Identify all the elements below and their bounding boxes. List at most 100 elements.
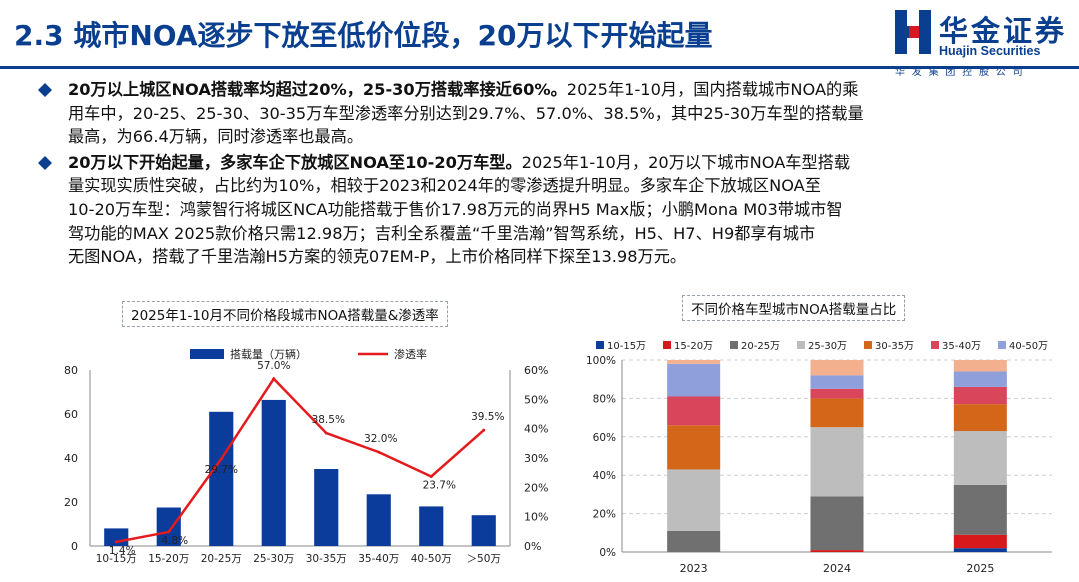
legend-swatch [864,341,872,349]
legend-swatch [931,341,939,349]
stacked-bar-segment [810,375,864,389]
legend-label: 35-40万 [942,341,981,352]
y-tick-label: 100% [586,355,616,367]
stacked-bar-segment [810,398,864,428]
page-title: 2.3 城市NOA逐步下放至低价位段，20万以下开始起量 [14,19,713,52]
legend-label: 15-20万 [674,341,713,352]
data-label: 4.8% [161,535,188,547]
x-tick-label: 20-25万 [201,553,242,565]
stacked-bar-segment [953,484,1007,535]
legend-label: 搭载量（万辆） [230,347,307,361]
line-point [114,540,118,544]
legend-swatch [998,341,1006,349]
diamond-bullet-icon [38,155,52,170]
line-point [429,474,433,478]
stacked-bar-segment [667,363,721,397]
series-line [116,376,485,544]
legend-swatch [663,341,671,349]
combo-chart: 搭载量（万辆） 渗透率 0 20 40 60 80 0% 10% 20% 30% 40% 50% 60% 1… [64,347,548,565]
x-tick-label: 2023 [680,562,708,575]
stacked-bar-chart: 10-15万 15-20万 20-25万 25-30万 30-35万 35-40万 40-5… [586,341,1052,575]
bullet-bold-lead: 20万以下开始起量，多家车企下放城区NOA至10-20万车型。 [68,152,522,172]
x-tick-label: 35-40万 [358,553,399,565]
bullet-line: 最高，为66.4万辆，同时渗透率也最高。 [68,127,364,147]
y-tick-label-right: 20% [524,481,548,494]
line-point [482,428,486,432]
bullet-text: 2025年1-10月，国内搭载城市NOA的乘 [566,80,859,99]
y-tick-label-left: 40 [64,452,78,465]
legend-label: 30-35万 [875,341,914,352]
data-label: 23.7% [423,479,456,491]
stacked-bar-segment [953,371,1007,387]
stacked-bar-segment [953,431,1007,485]
legend-swatch [596,341,604,349]
data-label: 38.5% [312,414,345,426]
line-point [167,530,171,534]
legend-label: 10-15万 [607,341,646,352]
y-tick-label-right: 60% [524,364,548,377]
stacked-bar-segment [810,550,864,552]
x-tick-label: 40-50万 [411,553,452,565]
bullet-text: 2025年1-10月，20万以下城市NOA车型搭载 [521,152,851,172]
x-tick-label: 2024 [823,562,851,575]
y-tick-label-left: 0 [71,540,78,553]
stacked-bar-segment [667,425,721,470]
y-tick-label: 80% [593,393,616,405]
x-tick-label: ＞50万 [467,553,501,565]
bar [419,506,444,546]
bullet-line: 20万以下开始起量，多家车企下放城区NOA至10-20万车型。2025年1-10… [68,151,1038,175]
bullet-line: 量实现实质性突破，占比约为10%，相较于2023和2024年的零渗透提升明显。多… [68,176,821,196]
stacked-bar-segment [953,548,1007,552]
logo-mark-icon [895,10,931,54]
bullet-line: 用车中，20-25、25-30、30-35万车型渗透率分别达到29.7%、57.… [68,103,864,123]
bullet-bold-lead: 20万以上城区NOA搭载率均超过20%，25-30万搭载率接近60%。 [68,80,567,99]
stacked-bar-segment [667,396,721,426]
bullet-item: 20万以下开始起量，多家车企下放城区NOA至10-20万车型。2025年1-10… [38,151,1038,269]
data-label: 39.5% [471,411,504,423]
y-tick-label-left: 20 [64,496,78,509]
company-logo: 华金证券 Huajin Securities 华发集团控股公司 [895,8,1075,78]
x-tick-label: 30-35万 [306,553,347,565]
line-point [324,431,328,435]
legend-label: 25-30万 [808,341,847,352]
line-point [272,377,276,381]
bar [471,515,496,546]
bar [156,507,181,546]
data-label: 1.4% [109,545,136,557]
y-tick-label-right: 10% [524,511,548,524]
x-tick-label: 10-15万 [96,553,137,565]
legend-label: 渗透率 [394,347,427,361]
stacked-bar-segment [953,404,1007,432]
line-point [219,457,223,461]
stacked-bar-segment [810,388,864,399]
bullet-line: 驾功能的MAX 2025款价格只需12.98万；吉利全系覆盖“千里浩瀚”智驾系统… [68,223,816,243]
bar [366,494,391,546]
stacked-bar-segment [953,386,1007,405]
stacked-bar-segment [810,496,864,551]
legend-label: 40-50万 [1009,341,1048,352]
stacked-bar-segment [667,469,721,531]
y-tick-label-right: 50% [524,393,548,406]
logo-text-en: Huajin Securities [939,44,1041,58]
bullet-list: 20万以上城区NOA搭载率均超过20%，25-30万搭载率接近60%。2025年… [38,78,1038,271]
legend-swatch [797,341,805,349]
stacked-bar-segment [810,427,864,497]
y-tick-label-right: 0% [524,540,541,553]
stacked-bar-segment [953,534,1007,549]
diamond-bullet-icon [38,83,52,97]
y-tick-label: 20% [593,509,616,521]
y-tick-label: 0% [599,547,616,559]
stacked-bar-segment [953,360,1007,372]
data-label: 32.0% [364,433,397,445]
y-tick-label-left: 80 [64,364,78,377]
stacked-bar-segment [667,360,721,364]
title-rule [0,66,1079,69]
data-label: 57.0% [257,360,290,372]
bullet-line: 20万以上城区NOA搭载率均超过20%，25-30万搭载率接近60%。2025年… [68,78,1038,102]
bar [314,469,339,546]
logo-subtitle: 华发集团控股公司 [895,67,1030,78]
x-tick-label: 15-20万 [148,553,189,565]
y-tick-label: 40% [593,470,616,482]
stacked-bar-segment [810,360,864,376]
legend-label: 20-25万 [741,341,780,352]
